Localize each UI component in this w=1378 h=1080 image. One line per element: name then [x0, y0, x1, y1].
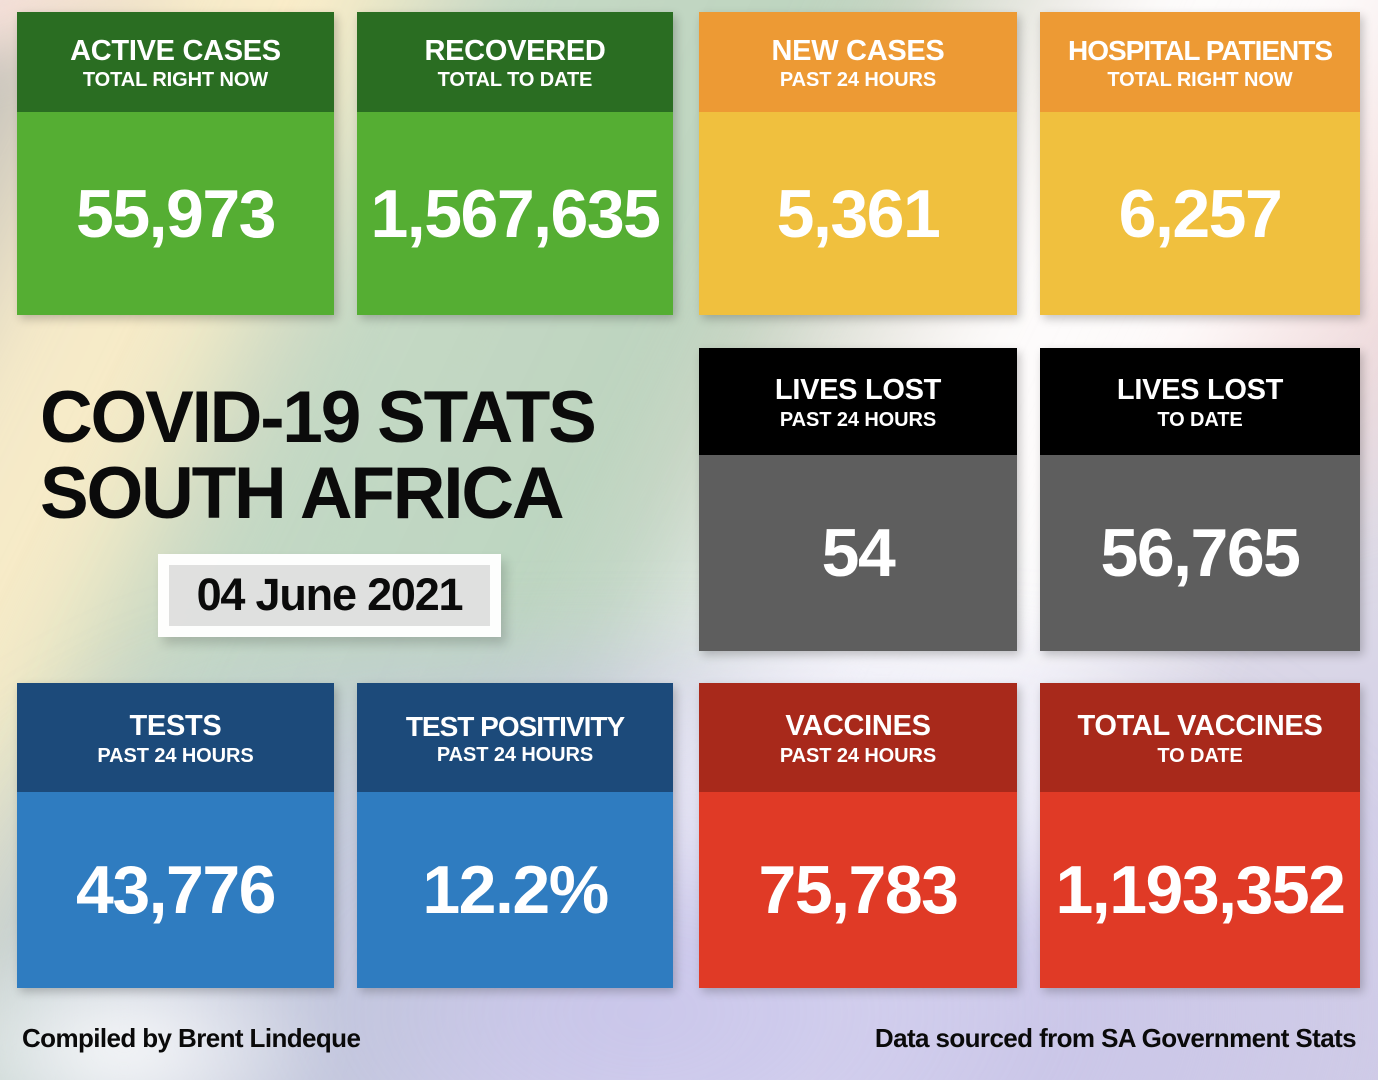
stat-card-header-lives-lost-total: LIVES LOST TO DATE — [1040, 348, 1360, 455]
stat-card-body-vaccines: 75,783 — [699, 792, 1017, 988]
stat-card-title-new-cases: NEW CASES — [771, 34, 945, 67]
stat-card-total-vaccines: TOTAL VACCINES TO DATE 1,193,352 — [1040, 683, 1360, 988]
stat-card-recovered: RECOVERED TOTAL TO DATE 1,567,635 — [357, 12, 673, 315]
stat-card-title-tests: TESTS — [129, 710, 222, 743]
stat-card-header-active-cases: ACTIVE CASES TOTAL RIGHT NOW — [17, 12, 334, 112]
stat-card-title-hospital-patients: HOSPITAL PATIENTS — [1067, 35, 1333, 67]
stat-card-value-total-vaccines: 1,193,352 — [1055, 852, 1346, 928]
stat-card-body-lives-lost-total: 56,765 — [1040, 455, 1360, 651]
footer: Compiled by Brent Lindeque Data sourced … — [0, 1023, 1378, 1054]
stat-card-body-active-cases: 55,973 — [17, 112, 334, 315]
stat-card-subtitle-total-vaccines: TO DATE — [1157, 744, 1243, 767]
stat-card-value-vaccines: 75,783 — [758, 852, 959, 928]
stat-card-new-cases: NEW CASES PAST 24 HOURS 5,361 — [699, 12, 1017, 315]
page-title-line-2: SOUTH AFRICA — [40, 452, 565, 534]
stat-card-header-new-cases: NEW CASES PAST 24 HOURS — [699, 12, 1017, 112]
stat-card-lives-lost-total: LIVES LOST TO DATE 56,765 — [1040, 348, 1360, 651]
stat-card-tests: TESTS PAST 24 HOURS 43,776 — [17, 683, 334, 988]
stat-card-subtitle-test-positivity: PAST 24 HOURS — [436, 744, 594, 767]
stat-card-header-recovered: RECOVERED TOTAL TO DATE — [357, 12, 673, 112]
stat-card-subtitle-recovered: TOTAL TO DATE — [437, 69, 593, 92]
stat-card-value-lives-lost-total: 56,765 — [1100, 515, 1301, 591]
stat-card-value-active-cases: 55,973 — [76, 175, 276, 252]
stat-card-header-hospital-patients: HOSPITAL PATIENTS TOTAL RIGHT NOW — [1040, 12, 1360, 112]
stat-card-title-lives-lost-24h: LIVES LOST — [774, 374, 942, 407]
stat-card-title-total-vaccines: TOTAL VACCINES — [1077, 710, 1323, 743]
date-badge: 04 June 2021 — [158, 553, 501, 637]
stat-card-title-test-positivity: TEST POSITIVITY — [405, 710, 625, 742]
stat-card-subtitle-tests: PAST 24 HOURS — [97, 744, 254, 767]
stat-card-title-active-cases: ACTIVE CASES — [70, 34, 281, 67]
stat-card-title-lives-lost-total: LIVES LOST — [1116, 374, 1284, 407]
stat-card-subtitle-active-cases: TOTAL RIGHT NOW — [82, 69, 269, 92]
stat-card-lives-lost-24h: LIVES LOST PAST 24 HOURS 54 — [699, 348, 1017, 651]
stat-card-value-hospital-patients: 6,257 — [1118, 175, 1283, 252]
stat-card-body-lives-lost-24h: 54 — [699, 455, 1017, 651]
stat-card-subtitle-new-cases: PAST 24 HOURS — [779, 69, 937, 92]
stat-card-hospital-patients: HOSPITAL PATIENTS TOTAL RIGHT NOW 6,257 — [1040, 12, 1360, 315]
report-date: 04 June 2021 — [196, 568, 464, 620]
stat-card-test-positivity: TEST POSITIVITY PAST 24 HOURS 12.2% — [357, 683, 673, 988]
footer-source: Data sourced from SA Government Stats — [874, 1023, 1357, 1053]
stat-card-value-test-positivity: 12.2% — [422, 852, 609, 928]
stat-card-value-tests: 43,776 — [76, 852, 276, 928]
stat-card-value-new-cases: 5,361 — [776, 175, 941, 252]
stat-card-title-vaccines: VACCINES — [785, 710, 931, 743]
page-title-line-1: COVID-19 STATS — [40, 377, 597, 458]
stat-card-subtitle-hospital-patients: TOTAL RIGHT NOW — [1107, 68, 1293, 91]
stat-card-value-lives-lost-24h: 54 — [821, 515, 896, 591]
stat-card-header-vaccines: VACCINES PAST 24 HOURS — [699, 683, 1017, 792]
stat-card-body-hospital-patients: 6,257 — [1040, 112, 1360, 315]
stat-card-subtitle-lives-lost-total: TO DATE — [1157, 408, 1243, 431]
stat-card-body-new-cases: 5,361 — [699, 112, 1017, 315]
stat-card-active-cases: ACTIVE CASES TOTAL RIGHT NOW 55,973 — [17, 12, 334, 315]
stat-card-header-total-vaccines: TOTAL VACCINES TO DATE — [1040, 683, 1360, 792]
stat-card-subtitle-lives-lost-24h: PAST 24 HOURS — [779, 408, 937, 431]
stat-card-header-lives-lost-24h: LIVES LOST PAST 24 HOURS — [699, 348, 1017, 455]
stat-card-title-recovered: RECOVERED — [424, 34, 606, 67]
title-block: COVID-19 STATS SOUTH AFRICA 04 June 2021 — [40, 380, 660, 637]
stat-card-body-total-vaccines: 1,193,352 — [1040, 792, 1360, 988]
stat-card-value-recovered: 1,567,635 — [370, 175, 661, 252]
footer-credit: Compiled by Brent Lindeque — [22, 1023, 361, 1053]
stat-card-body-test-positivity: 12.2% — [357, 792, 673, 988]
stat-card-body-recovered: 1,567,635 — [357, 112, 673, 315]
stat-card-subtitle-vaccines: PAST 24 HOURS — [779, 744, 937, 767]
stat-card-body-tests: 43,776 — [17, 792, 334, 988]
stat-card-header-test-positivity: TEST POSITIVITY PAST 24 HOURS — [357, 683, 673, 792]
stat-card-header-tests: TESTS PAST 24 HOURS — [17, 683, 334, 792]
stat-card-vaccines: VACCINES PAST 24 HOURS 75,783 — [699, 683, 1017, 988]
date-badge-inner: 04 June 2021 — [169, 564, 490, 626]
